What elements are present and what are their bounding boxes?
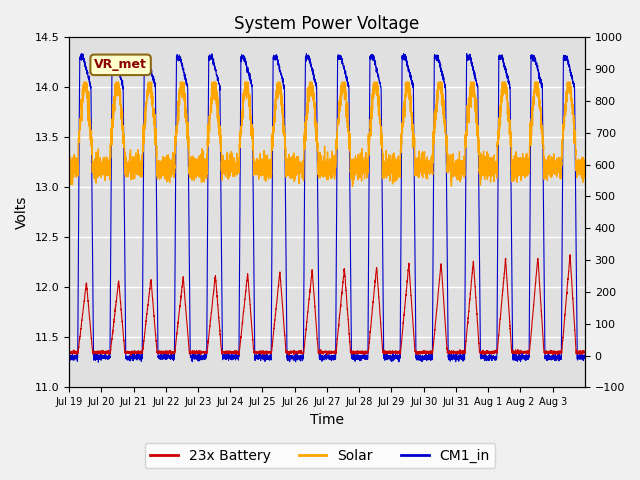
Line: CM1_in: CM1_in xyxy=(69,54,585,362)
23x Battery xyxy=(127,353,135,359)
Solar xyxy=(374,84,381,90)
CM1_in xyxy=(95,360,102,365)
23x Battery xyxy=(374,276,381,282)
Line: Solar: Solar xyxy=(69,83,585,187)
23x Battery xyxy=(468,270,476,276)
Solar xyxy=(581,157,589,163)
CM1_in xyxy=(463,51,470,57)
CM1_in xyxy=(581,354,589,360)
Solar xyxy=(346,131,354,136)
CM1_in xyxy=(374,71,381,77)
Solar xyxy=(349,184,356,190)
23x Battery xyxy=(172,337,180,343)
23x Battery xyxy=(581,349,589,355)
23x Battery xyxy=(65,348,73,354)
Line: 23x Battery: 23x Battery xyxy=(69,255,585,356)
CM1_in xyxy=(172,107,180,112)
CM1_in xyxy=(468,60,476,65)
23x Battery xyxy=(493,347,501,353)
CM1_in xyxy=(507,168,515,173)
Text: VR_met: VR_met xyxy=(94,59,147,72)
CM1_in xyxy=(493,244,501,250)
23x Battery xyxy=(507,335,515,341)
Y-axis label: Volts: Volts xyxy=(15,196,29,229)
23x Battery xyxy=(566,252,574,258)
Solar xyxy=(65,160,73,166)
23x Battery xyxy=(346,339,354,345)
CM1_in xyxy=(65,354,73,360)
X-axis label: Time: Time xyxy=(310,413,344,427)
Solar xyxy=(172,132,180,138)
Solar xyxy=(80,80,88,85)
CM1_in xyxy=(346,182,354,188)
Solar xyxy=(468,80,476,85)
Title: System Power Voltage: System Power Voltage xyxy=(234,15,420,33)
Solar xyxy=(507,139,515,144)
Solar xyxy=(493,140,501,146)
Legend: 23x Battery, Solar, CM1_in: 23x Battery, Solar, CM1_in xyxy=(145,443,495,468)
